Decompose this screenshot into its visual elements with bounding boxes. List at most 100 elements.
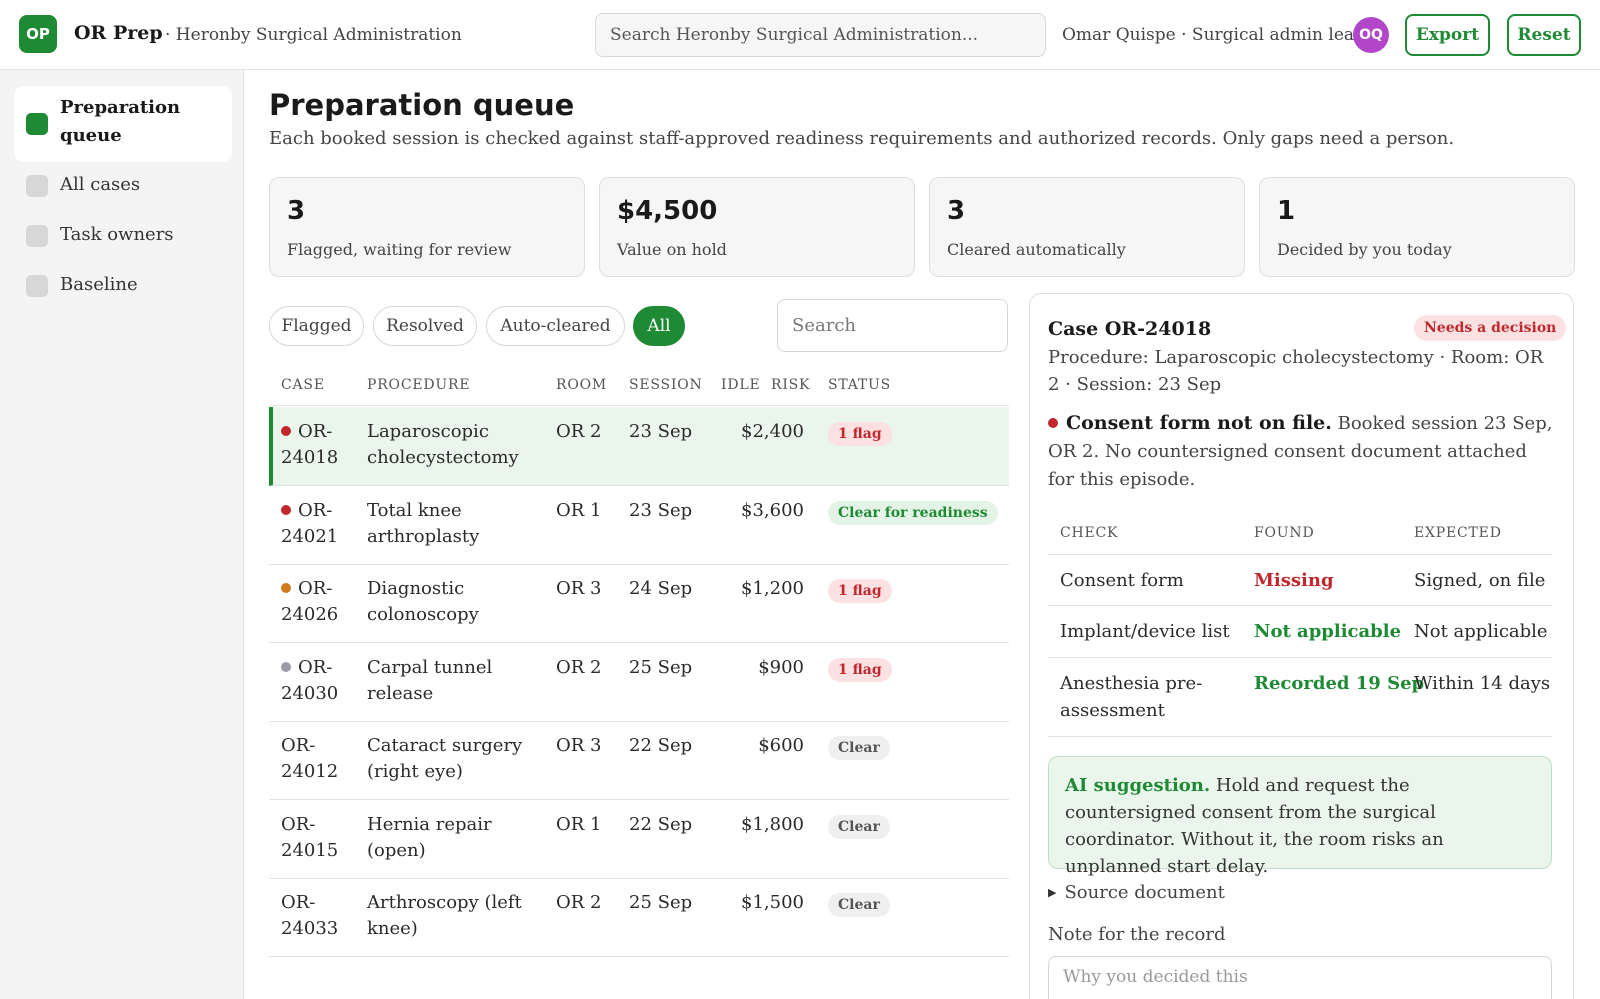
status-dot-icon [281, 583, 291, 593]
alert-dot-icon [1048, 418, 1058, 428]
check-found: Recorded 19 Sep [1254, 673, 1425, 694]
source-document-toggle[interactable]: ▶ Source document [1048, 882, 1225, 903]
status-badge: Clear for readiness [828, 500, 998, 525]
case-cell: OR-24021 [281, 498, 361, 550]
filter-all[interactable]: All [633, 306, 685, 346]
col-procedure: PROCEDURE [367, 377, 471, 393]
sidebar-item-baseline[interactable]: Baseline [14, 268, 232, 304]
status-badge: Clear [828, 814, 890, 839]
status-badge: 1 flag [828, 579, 892, 603]
case-meta: Procedure: Laparoscopic cholecystectomy … [1048, 347, 1544, 395]
check-row: Consent form Missing Signed, on file [1048, 555, 1552, 606]
status-dot-icon [281, 426, 291, 436]
stat-card-value-on-hold: $4,500 Value on hold [599, 177, 915, 277]
sidebar-item-task-owners[interactable]: Task owners [14, 218, 232, 254]
user-name: Omar Quispe · Surgical admin lead [1062, 25, 1365, 45]
table-row[interactable]: OR-24033 Arthroscopy (left knee) OR 2 25 Se… [269, 878, 1009, 957]
table-row[interactable]: OR-24021 Total knee arthroplasty OR 1 23 Se… [269, 486, 1009, 565]
sidebar: Preparation queue All cases Task owners … [0, 70, 244, 999]
session-cell: 22 Sep [629, 735, 693, 756]
session-cell: 23 Sep [629, 499, 693, 521]
sidebar-item-all-cases[interactable]: All cases [14, 168, 232, 204]
check-expected: Within 14 days [1414, 673, 1551, 694]
room-cell: OR 2 [556, 892, 602, 913]
room-cell: OR 2 [556, 656, 602, 678]
procedure-cell: Total knee arthroplasty [367, 499, 480, 547]
page-description: Each booked session is checked against s… [269, 128, 1455, 149]
sidebar-item-label: Preparation queue [60, 97, 181, 146]
case-id: OR-24033 [281, 892, 339, 939]
global-search-input[interactable] [595, 13, 1046, 57]
square-icon [26, 275, 48, 297]
check-row: Implant/device list Not applicable Not a… [1048, 606, 1552, 658]
procedure-cell: Cataract surgery (right eye) [367, 735, 523, 782]
session-cell: 25 Sep [629, 892, 693, 913]
stat-value: 3 [287, 196, 306, 226]
checks-header: CHECK FOUND EXPECTED [1048, 513, 1552, 555]
square-icon [26, 175, 48, 197]
stat-value: $4,500 [617, 196, 718, 226]
idle-risk-cell: $900 [758, 656, 804, 678]
filter-auto-cleared[interactable]: Auto-cleared [486, 306, 625, 346]
session-cell: 24 Sep [629, 578, 693, 599]
status-dot-icon [281, 661, 291, 672]
top-bar: OP OR Prep · Heronby Surgical Administra… [0, 0, 1600, 70]
case-id: OR-24015 [281, 813, 339, 861]
col-case: CASE [281, 377, 325, 393]
idle-risk-cell: $3,600 [741, 499, 804, 521]
status-badge: Needs a decision [1414, 315, 1567, 341]
check-found: Missing [1254, 570, 1334, 591]
idle-risk-cell: $1,500 [741, 892, 804, 913]
stat-label: Flagged, waiting for review [287, 240, 512, 259]
table-row[interactable]: OR-24030 Carpal tunnel release OR 2 25 Sep $… [269, 643, 1009, 722]
case-title: Case OR-24018 [1048, 318, 1212, 340]
export-button[interactable]: Export [1405, 14, 1490, 56]
sidebar-item-label: Task owners [60, 224, 174, 245]
note-field[interactable] [1048, 956, 1552, 999]
table-row[interactable]: OR-24026 Diagnostic colonoscopy OR 3 24 Sep… [269, 564, 1009, 643]
table-search-input[interactable] [777, 299, 1008, 352]
stat-label: Decided by you today [1277, 240, 1452, 259]
issue-text: Booked session 23 Sep, OR 2. No counters… [1048, 413, 1553, 490]
case-detail-panel: Case OR-24018 Needs a decision Procedure… [1029, 293, 1574, 999]
room-cell: OR 3 [556, 735, 602, 756]
status-badge: 1 flag [828, 422, 892, 446]
procedure-cell: Diagnostic colonoscopy [367, 578, 479, 625]
check-found: Not applicable [1254, 621, 1402, 642]
check-row: Anesthesia pre-assessment Recorded 19 Se… [1048, 658, 1552, 737]
idle-risk-cell: $1,200 [741, 578, 804, 599]
case-cell: OR-24018 [281, 419, 361, 471]
room-cell: OR 1 [556, 499, 602, 521]
sidebar-item-label: Baseline [60, 274, 138, 295]
source-document-label: Source document [1064, 882, 1225, 903]
avatar[interactable]: OQ [1353, 17, 1389, 53]
col-expected: EXPECTED [1414, 525, 1502, 541]
procedure-cell: Laparoscopic cholecystectomy [367, 421, 519, 468]
filter-flagged[interactable]: Flagged [269, 306, 364, 346]
ai-suggestion-text: Hold and request the countersigned conse… [1065, 775, 1444, 877]
page-title: Preparation queue [269, 88, 575, 122]
issue-title: Consent form not on file. [1066, 412, 1332, 434]
check-expected: Not applicable [1414, 621, 1548, 642]
reset-button[interactable]: Reset [1507, 14, 1581, 56]
table-row[interactable]: OR-24018 Laparoscopic cholecystectomy OR 2… [269, 407, 1009, 486]
idle-risk-cell: $600 [758, 735, 804, 756]
room-cell: OR 3 [556, 578, 602, 599]
check-name: Anesthesia pre-assessment [1060, 673, 1203, 721]
sidebar-item-preparation-queue[interactable]: Preparation queue [14, 86, 232, 162]
table-header: CASE PROCEDURE ROOM SESSION IDLE RISK ST… [269, 366, 1009, 406]
status-badge: Clear [828, 736, 890, 760]
table-row[interactable]: OR-24012 Cataract surgery (right eye) OR 3… [269, 721, 1009, 800]
check-name: Implant/device list [1060, 621, 1230, 642]
case-cell: OR-24015 [281, 812, 361, 864]
col-room: ROOM [556, 377, 608, 393]
room-cell: OR 2 [556, 421, 602, 442]
case-id: OR-24021 [281, 499, 339, 547]
table-row[interactable]: OR-24015 Hernia repair (open) OR 1 22 Sep $1… [269, 800, 1009, 879]
filter-resolved[interactable]: Resolved [373, 306, 477, 346]
triangle-right-icon: ▶ [1048, 886, 1057, 899]
case-cell: OR-24030 [281, 655, 361, 707]
case-id: OR-24030 [281, 656, 339, 704]
square-icon [26, 113, 48, 135]
app-logo: OP [19, 15, 57, 53]
